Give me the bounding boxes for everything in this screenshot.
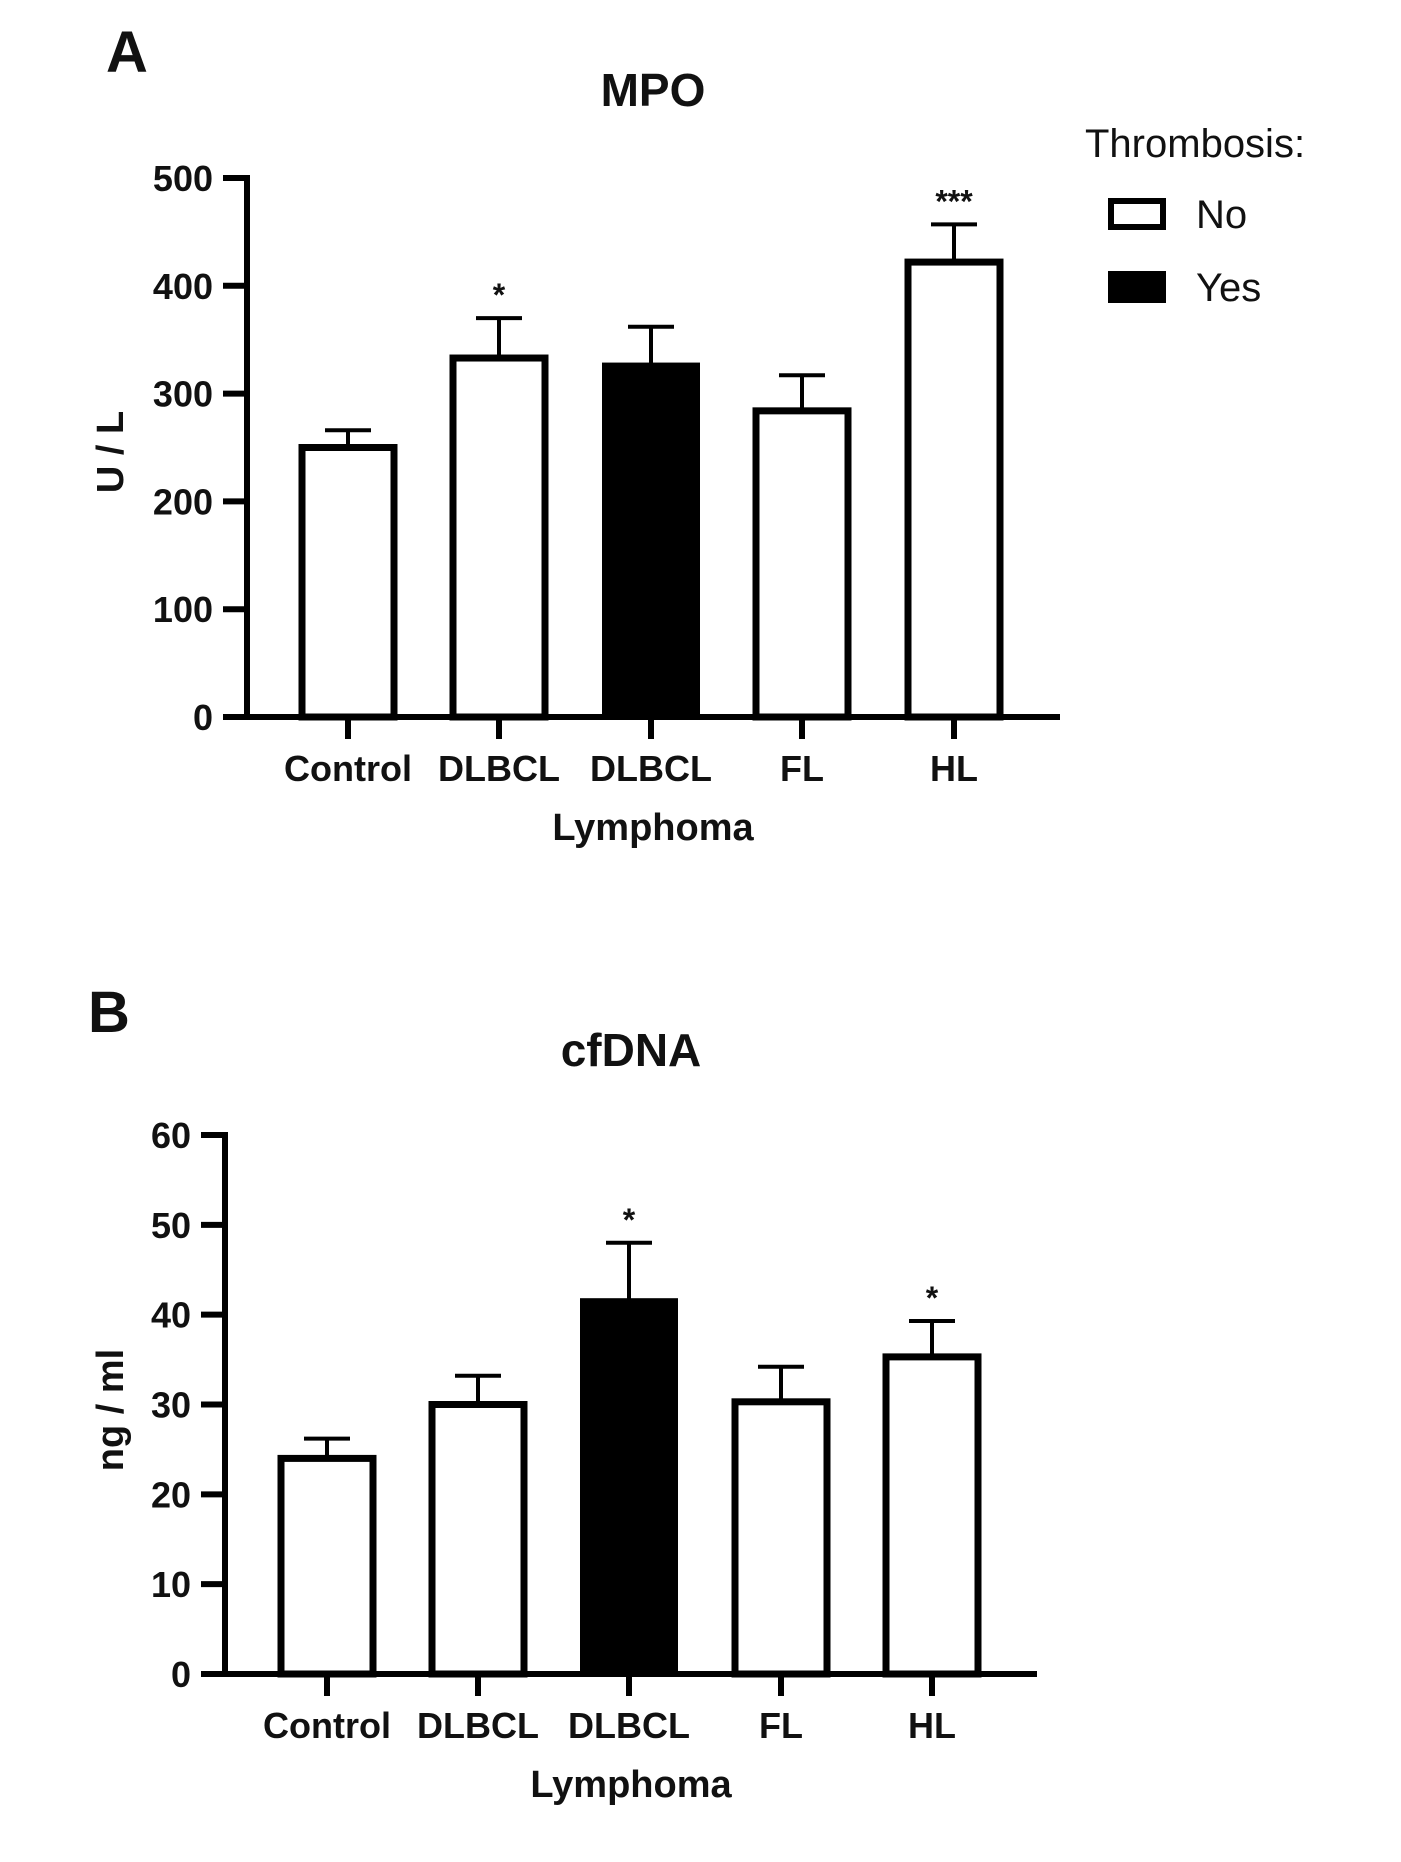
y-tick-label: 300	[153, 374, 213, 415]
y-tick-label: 0	[171, 1654, 191, 1695]
significance-label: *	[623, 1202, 636, 1238]
bar	[602, 362, 700, 717]
x-tick-label: HL	[908, 1705, 956, 1746]
legend-label-no: No	[1196, 193, 1247, 237]
x-tick-label: Control	[284, 748, 412, 789]
y-tick-label: 10	[151, 1564, 191, 1605]
x-axis-label-a: Lymphoma	[552, 807, 754, 849]
x-tick-label: DLBCL	[438, 748, 560, 789]
legend: Thrombosis: No Yes	[1085, 122, 1305, 310]
chart-a-plot: 0 100 200 300 400 500 Control DLBCL * DLBCL FL HL **…	[153, 158, 1060, 789]
x-tick-label: DLBCL	[590, 748, 712, 789]
bar	[277, 1454, 377, 1678]
bar	[752, 407, 852, 721]
bar	[428, 1401, 528, 1678]
bar	[298, 444, 398, 721]
bar	[882, 1353, 982, 1678]
x-tick-label: DLBCL	[417, 1705, 539, 1746]
legend-swatch-yes	[1108, 271, 1166, 303]
y-axis-label-b: ng / ml	[90, 1349, 132, 1471]
legend-label-yes: Yes	[1196, 266, 1261, 310]
significance-label: *	[493, 277, 506, 313]
significance-label: ***	[935, 183, 973, 219]
y-tick-label: 500	[153, 158, 213, 199]
y-tick-label: 400	[153, 266, 213, 307]
y-tick-label: 0	[193, 697, 213, 738]
x-tick-label: FL	[780, 748, 824, 789]
x-tick-label: FL	[759, 1705, 803, 1746]
chart-b-plot: 0 10 20 30 40 50 60 Control DLBCL DLBCL * FL HL *	[151, 1115, 1037, 1746]
y-tick-label: 60	[151, 1115, 191, 1156]
x-tick-label: HL	[930, 748, 978, 789]
y-axis-label-a: U / L	[90, 411, 132, 493]
x-tick-label: DLBCL	[568, 1705, 690, 1746]
chart-title-a: MPO	[601, 64, 706, 116]
y-tick-label: 100	[153, 589, 213, 630]
y-tick-label: 30	[151, 1385, 191, 1426]
chart-title-b: cfDNA	[561, 1024, 702, 1076]
legend-swatch-no	[1108, 198, 1166, 230]
panel-letter-b: B	[88, 980, 130, 1045]
bar	[449, 354, 549, 721]
legend-title: Thrombosis:	[1085, 122, 1305, 166]
bar	[904, 258, 1004, 721]
significance-label: *	[926, 1280, 939, 1316]
x-tick-label: Control	[263, 1705, 391, 1746]
bar	[580, 1298, 678, 1674]
x-axis-label-b: Lymphoma	[530, 1764, 732, 1806]
y-tick-label: 40	[151, 1295, 191, 1336]
y-tick-label: 20	[151, 1474, 191, 1515]
panel-letter-a: A	[106, 20, 148, 85]
bar	[731, 1398, 831, 1678]
y-tick-label: 50	[151, 1205, 191, 1246]
y-tick-label: 200	[153, 481, 213, 522]
